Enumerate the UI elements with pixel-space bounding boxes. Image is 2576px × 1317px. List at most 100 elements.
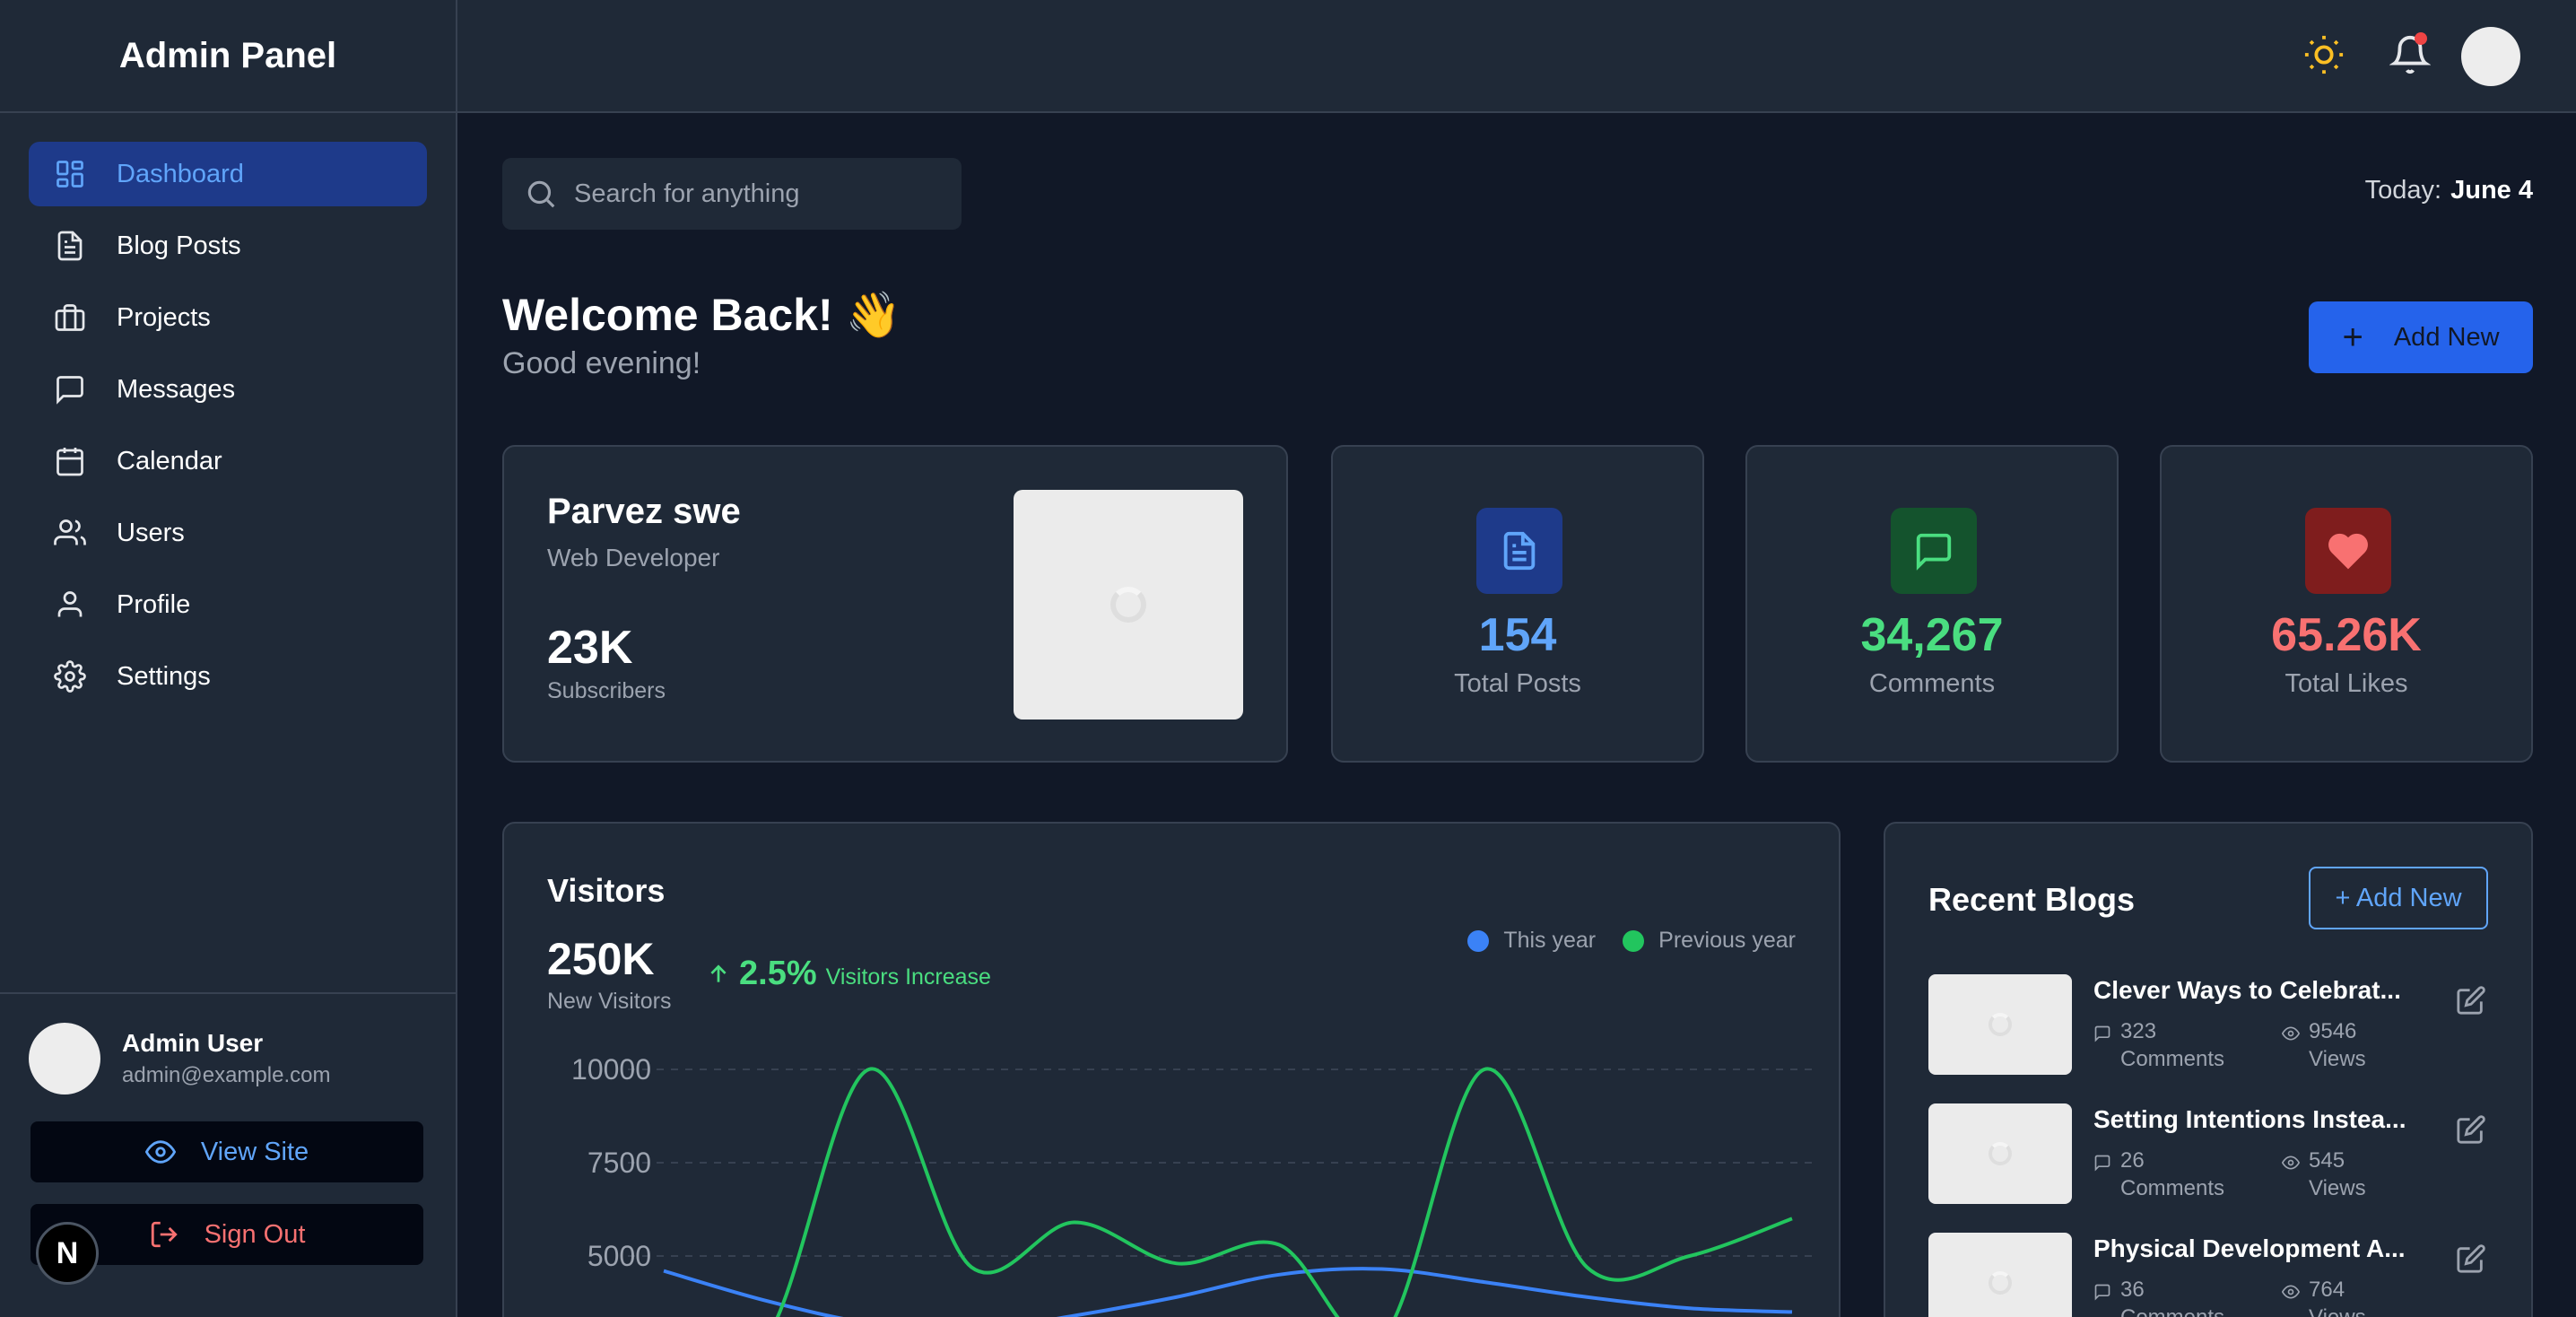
gear-icon <box>52 658 88 694</box>
view-label: Views <box>2309 1304 2366 1317</box>
blog-comments: 323 Comments <box>2093 1017 2224 1073</box>
eye-icon <box>2282 1156 2300 1170</box>
comment-count: 26 <box>2120 1148 2145 1173</box>
view-site-button[interactable]: View Site <box>29 1120 425 1184</box>
sidebar-item-settings[interactable]: Settings <box>29 644 427 709</box>
search-icon <box>527 180 555 208</box>
topbar <box>457 0 2576 113</box>
list-item[interactable]: Clever Ways to Celebrat... 323 Comments 9… <box>1928 974 2492 1075</box>
sidebar-item-blog-posts[interactable]: Blog Posts <box>29 214 427 278</box>
add-new-label: Add New <box>2393 322 2500 352</box>
eye-icon <box>2282 1285 2300 1299</box>
stat-card-comments: 34,267 Comments <box>1745 445 2119 763</box>
profile-role: Web Developer <box>547 544 720 571</box>
stat-label: Total Posts <box>1454 669 1581 698</box>
edit-icon <box>2457 986 2485 1015</box>
view-label: Views <box>2309 1176 2366 1200</box>
comment-count: 323 <box>2120 1019 2157 1043</box>
eye-icon <box>144 1140 176 1164</box>
series-line-previous-year <box>775 1067 1793 1317</box>
list-item[interactable]: Physical Development A... 36 Comments 764… <box>1928 1233 2492 1317</box>
today-label: Today: <box>2364 176 2442 205</box>
sidebar-item-label: Messages <box>117 374 236 404</box>
notification-dot <box>2415 32 2427 45</box>
sidebar-item-label: Dashboard <box>117 159 244 188</box>
visitors-value: 250K <box>547 934 655 984</box>
stat-label: Total Likes <box>2284 669 2408 698</box>
visitors-increase: 2.5% Visitors Increase <box>707 955 991 993</box>
theme-toggle-button[interactable] <box>2296 27 2352 83</box>
n-badge[interactable]: N <box>36 1222 99 1285</box>
search-input[interactable] <box>574 179 933 209</box>
loading-spinner-icon <box>1989 1142 2012 1165</box>
sidebar-user[interactable]: Admin User admin@example.com <box>29 1021 429 1096</box>
blog-title[interactable]: Clever Ways to Celebrat... <box>2093 976 2401 1004</box>
blog-title[interactable]: Physical Development A... <box>2093 1234 2406 1262</box>
blog-title[interactable]: Setting Intentions Instea... <box>2093 1105 2406 1133</box>
view-count: 764 <box>2309 1278 2345 1302</box>
sidebar-item-users[interactable]: Users <box>29 501 427 565</box>
edit-blog-button[interactable] <box>2456 985 2492 1021</box>
view-site-label: View Site <box>200 1137 309 1166</box>
notifications-button[interactable] <box>2382 27 2438 83</box>
loading-spinner-icon <box>1989 1013 2012 1036</box>
sidebar-item-dashboard[interactable]: Dashboard <box>29 142 427 206</box>
sign-out-button[interactable]: Sign Out <box>29 1202 425 1267</box>
sidebar-item-messages[interactable]: Messages <box>29 357 427 422</box>
chart-legend: This year Previous year <box>1440 928 1796 954</box>
user-email: admin@example.com <box>122 1063 331 1087</box>
add-new-button[interactable]: + Add New <box>2309 301 2533 373</box>
sidebar-item-label: Profile <box>117 589 191 619</box>
brand-title: Admin Panel <box>0 0 456 113</box>
search-bar <box>502 158 962 230</box>
profile-name: Parvez swe <box>547 492 741 531</box>
calendar-icon <box>52 443 88 479</box>
list-item[interactable]: Setting Intentions Instea... 26 Comments … <box>1928 1103 2492 1204</box>
sidebar-item-label: Projects <box>117 302 211 332</box>
sidebar-nav: Dashboard Blog Posts Projects Messages C… <box>0 113 456 709</box>
stat-card-total-posts: 154 Total Posts <box>1331 445 1704 763</box>
subscriber-count: 23K <box>547 622 633 674</box>
visitors-title: Visitors <box>547 872 666 909</box>
eye-icon <box>2282 1026 2300 1041</box>
y-tick-label: 7500 <box>587 1147 651 1179</box>
file-text-icon <box>52 228 88 264</box>
edit-blog-button[interactable] <box>2456 1243 2492 1279</box>
profile-image <box>1014 490 1243 720</box>
sidebar-item-label: Calendar <box>117 446 222 475</box>
legend-previous-year[interactable]: Previous year <box>1623 928 1796 954</box>
message-icon <box>52 371 88 407</box>
blog-comments: 36 Comments <box>2093 1276 2224 1317</box>
sidebar-item-calendar[interactable]: Calendar <box>29 429 427 493</box>
blog-views: 764 Views <box>2282 1276 2366 1317</box>
subscriber-label: Subscribers <box>547 678 666 703</box>
legend-this-year[interactable]: This year <box>1467 928 1596 954</box>
message-icon <box>1891 508 1977 594</box>
comment-icon <box>2094 1284 2110 1301</box>
increase-text: Visitors Increase <box>825 964 991 990</box>
briefcase-icon <box>52 300 88 336</box>
heart-icon <box>2305 508 2391 594</box>
today-date: Today: June 4 <box>2365 176 2533 205</box>
avatar[interactable] <box>2461 27 2520 86</box>
sidebar-item-label: Blog Posts <box>117 231 241 260</box>
today-value: June 4 <box>2450 176 2533 205</box>
visitors-card: Visitors 250K New Visitors 2.5% Visitors… <box>502 822 1841 1317</box>
view-label: Views <box>2309 1047 2366 1071</box>
edit-blog-button[interactable] <box>2456 1114 2492 1150</box>
view-count: 9546 <box>2309 1019 2357 1043</box>
sidebar-item-label: Users <box>117 518 185 547</box>
dashboard-icon <box>52 156 88 192</box>
sidebar: Admin Panel Dashboard Blog Posts Project… <box>0 0 457 1317</box>
stat-card-total-likes: 65.26K Total Likes <box>2160 445 2533 763</box>
visitors-sub: New Visitors <box>547 989 672 1014</box>
blog-views: 545 Views <box>2282 1147 2366 1202</box>
visitors-line-chart: 10000 7500 5000 <box>571 1053 1819 1317</box>
profile-card: Parvez swe Web Developer 23K Subscribers <box>502 445 1288 763</box>
user-name: Admin User <box>122 1029 264 1057</box>
sidebar-item-projects[interactable]: Projects <box>29 285 427 350</box>
add-blog-button[interactable]: + Add New <box>2309 867 2488 929</box>
legend-label: This year <box>1503 928 1597 953</box>
sidebar-item-profile[interactable]: Profile <box>29 572 427 637</box>
loading-spinner-icon <box>1989 1271 2012 1295</box>
